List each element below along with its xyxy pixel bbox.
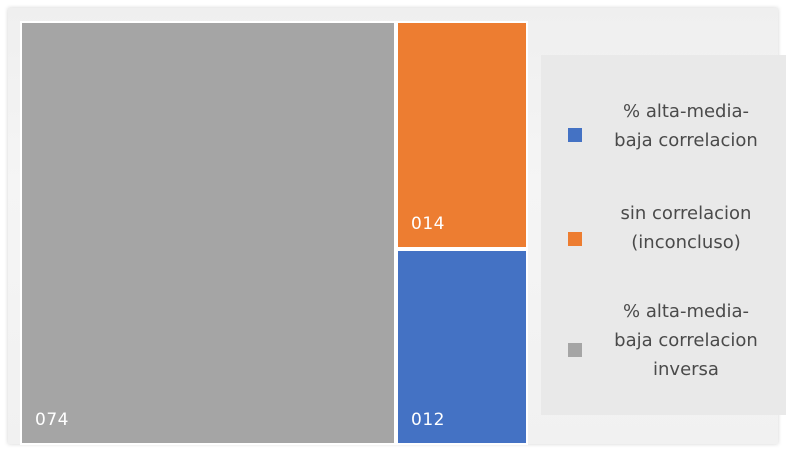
legend-label: sin correlacion (inconcluso) bbox=[620, 203, 752, 253]
treemap-tile: 074 bbox=[20, 21, 396, 445]
treemap-tile-label: 074 bbox=[35, 410, 69, 430]
legend-swatch-orange bbox=[568, 232, 582, 246]
legend-label: % alta-media- baja correlacion inversa bbox=[614, 301, 758, 380]
treemap-tile-label: 012 bbox=[411, 410, 445, 430]
legend-swatch-gray bbox=[568, 343, 582, 357]
treemap-tile: 012 bbox=[396, 249, 528, 445]
chart-area: 074 014 012 % alta-media- baja correlacion… bbox=[8, 8, 786, 445]
treemap-tile-label: 014 bbox=[411, 214, 445, 234]
legend-swatch-blue bbox=[568, 128, 582, 142]
treemap-tile: 014 bbox=[396, 21, 528, 249]
legend-label: % alta-media- baja correlacion bbox=[614, 101, 758, 151]
treemap-plot: 074 014 012 bbox=[20, 21, 528, 445]
legend: % alta-media- baja correlacion sin corre… bbox=[541, 55, 786, 415]
